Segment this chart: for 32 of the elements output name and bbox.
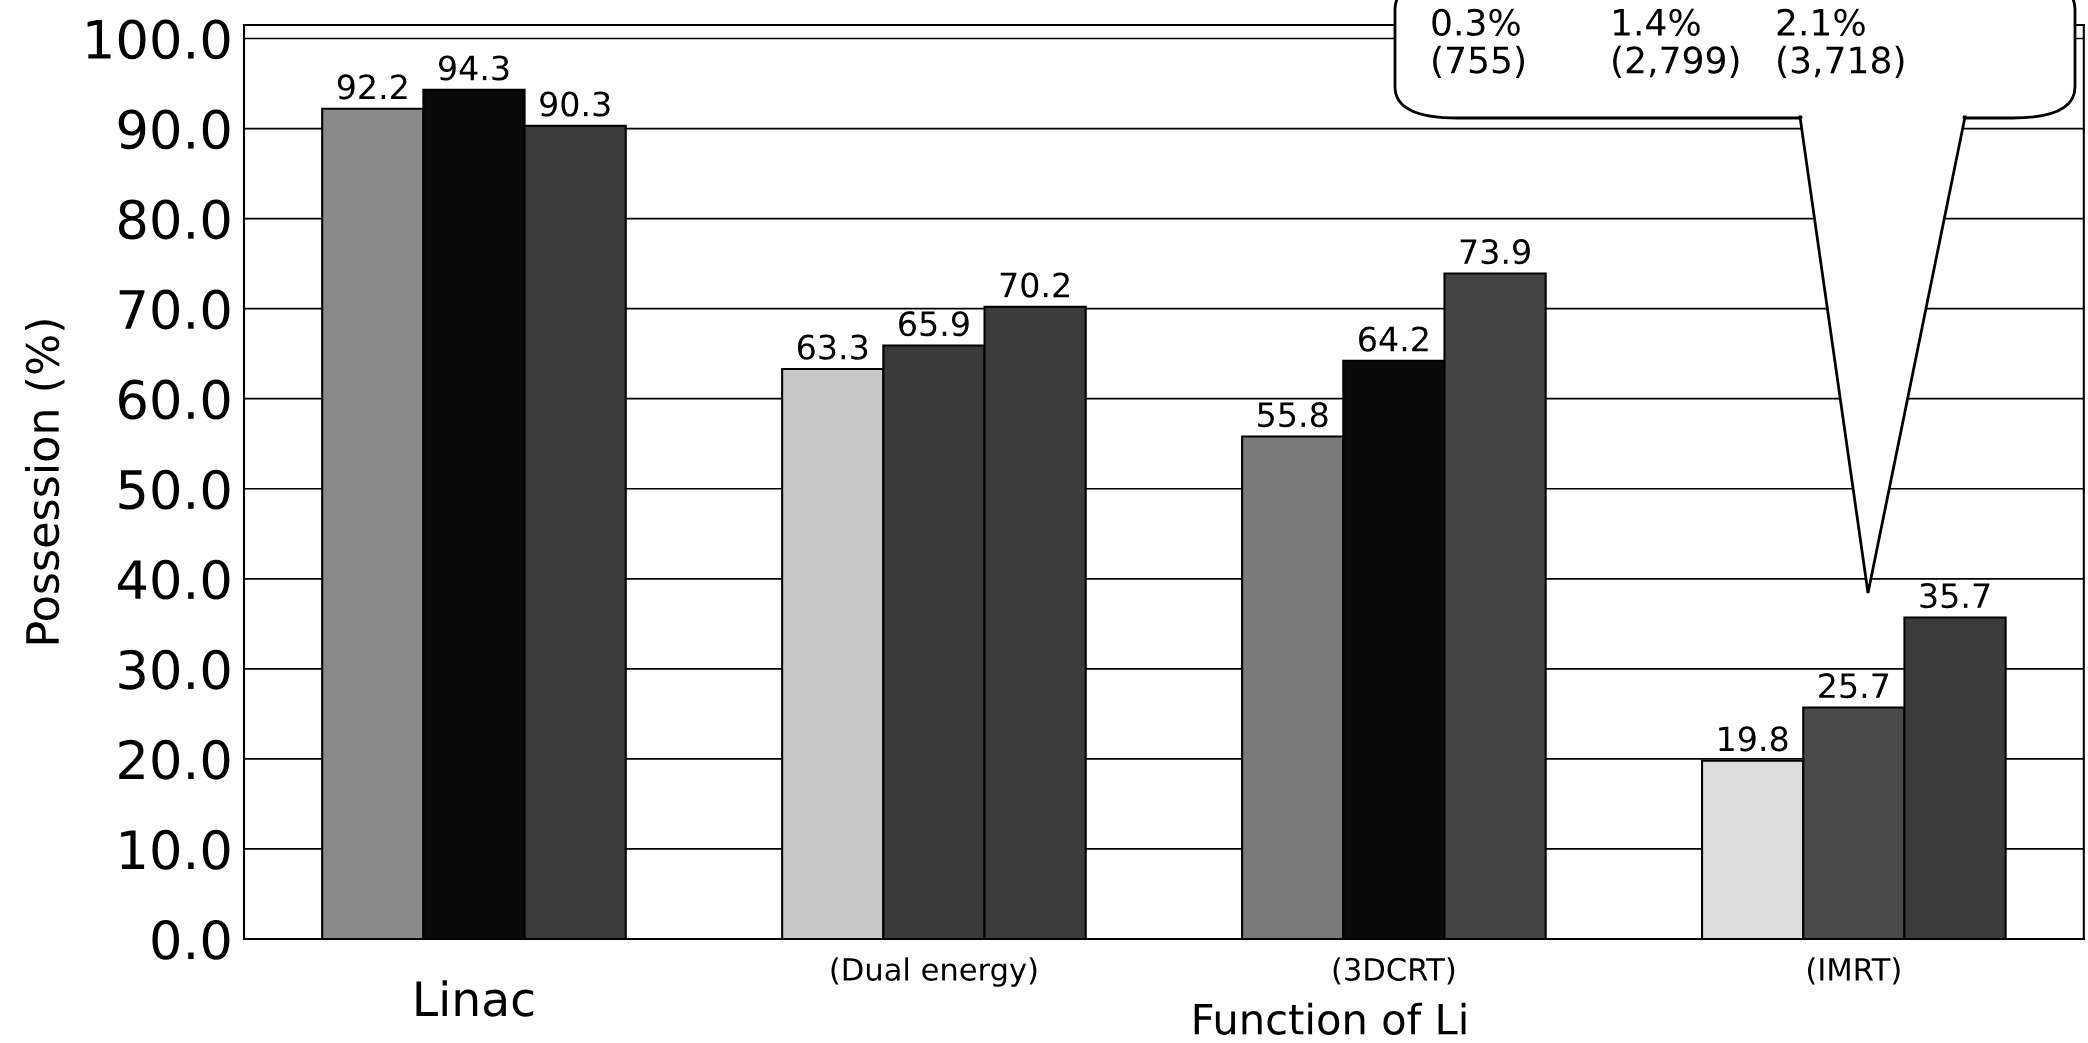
data-label: 73.9 bbox=[1460, 239, 1530, 265]
x-tick-label: (Dual energy) bbox=[831, 957, 1037, 987]
data-label: 94.3 bbox=[438, 55, 509, 81]
annotation: 0.3% (755) bbox=[1432, 8, 1524, 78]
data-label: 35.7 bbox=[1920, 583, 1990, 609]
y-tick-label: 20.0 bbox=[119, 739, 230, 780]
y-tick-label: 70.0 bbox=[119, 289, 230, 330]
data-label: 64.2 bbox=[1359, 326, 1428, 352]
y-tick-label: 30.0 bbox=[119, 649, 230, 690]
data-label: 19.8 bbox=[1719, 726, 1788, 752]
data-label: 70.2 bbox=[1000, 272, 1069, 298]
y-tick-label: 40.0 bbox=[117, 559, 230, 600]
y-tick-label: 80.0 bbox=[118, 199, 230, 240]
data-label: 92.2 bbox=[337, 74, 407, 100]
data-label: 55.8 bbox=[1258, 402, 1328, 428]
y-tick-label: 0.0 bbox=[152, 919, 230, 960]
data-label: 63.3 bbox=[797, 334, 868, 360]
x-tick-label: Linac bbox=[416, 980, 534, 1017]
y-tick-label: 90.0 bbox=[118, 109, 230, 150]
y-tick-label: 60.0 bbox=[119, 379, 230, 420]
y-tick-label: 50.0 bbox=[119, 469, 230, 510]
x-axis-title: Function of Li bbox=[1194, 1002, 1466, 1035]
annotation: 2.1% (3,718) bbox=[1777, 8, 1904, 78]
annotation: 1.4% (2,799) bbox=[1613, 8, 1739, 78]
x-tick-label: (3DCRT) bbox=[1333, 957, 1455, 985]
y-axis-title: Possession (%) bbox=[24, 320, 65, 644]
data-label: 65.9 bbox=[899, 311, 969, 337]
data-label: 25.7 bbox=[1819, 673, 1889, 699]
x-tick-label: (IMRT) bbox=[1808, 957, 1900, 985]
y-tick-label: 100.0 bbox=[87, 19, 230, 60]
y-tick-label: 10.0 bbox=[121, 829, 230, 870]
data-label: 90.3 bbox=[540, 91, 610, 117]
